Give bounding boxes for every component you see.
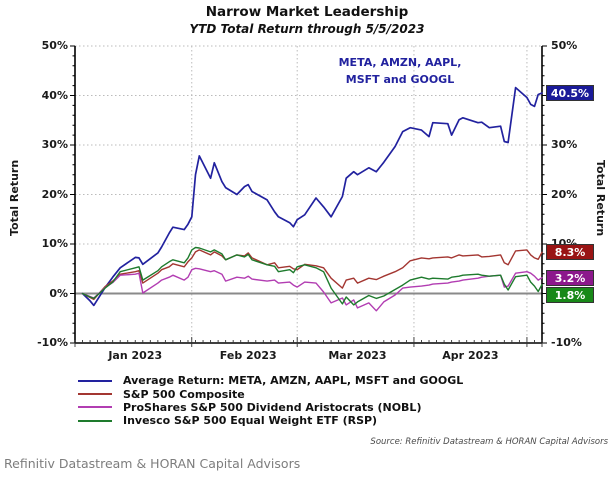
- series-line-2: [81, 267, 543, 312]
- annotation-line-1: META, AMZN, AAPL,: [338, 56, 462, 69]
- x-tick-label: Apr 2023: [442, 349, 499, 362]
- chart-subtitle: YTD Total Return through 5/5/2023: [189, 22, 425, 36]
- y-tick-label-left: 30%: [41, 138, 68, 151]
- y-tick-label-left: 10%: [41, 237, 68, 250]
- y-tick-label-right: 50%: [551, 39, 578, 52]
- x-tick-label: Jan 2023: [108, 349, 163, 362]
- x-tick-label: Feb 2023: [219, 349, 277, 362]
- y-tick-label-left: 40%: [41, 88, 68, 102]
- y-tick-label-right: -10%: [551, 336, 582, 349]
- x-tick-label: Mar 2023: [328, 349, 387, 362]
- legend-label: Invesco S&P 500 Equal Weight ETF (RSP): [123, 414, 378, 428]
- legend-item-2: ProShares S&P 500 Dividend Aristocrats (…: [78, 401, 463, 414]
- legend: Average Return: META, AMZN, AAPL, MSFT a…: [78, 374, 463, 428]
- series-line-3: [81, 246, 543, 306]
- legend-item-3: Invesco S&P 500 Equal Weight ETF (RSP): [78, 414, 463, 427]
- right-axis-title: Total Return: [594, 159, 607, 237]
- end-value-box-1: 8.3%: [546, 244, 594, 261]
- source-note: Source: Refinitiv Datastream & HORAN Cap…: [370, 437, 608, 447]
- series-line-0: [81, 86, 543, 307]
- y-tick-label-right: 30%: [551, 138, 578, 151]
- y-tick-label-left: 50%: [41, 39, 68, 52]
- legend-swatch-icon: [78, 393, 112, 396]
- end-value-box-3: 1.8%: [546, 287, 594, 304]
- legend-label: ProShares S&P 500 Dividend Aristocrats (…: [123, 400, 422, 414]
- plot-area: [70, 45, 547, 347]
- legend-swatch-icon: [78, 406, 112, 409]
- left-axis-title: Total Return: [8, 159, 21, 237]
- legend-label: Average Return: META, AMZN, AAPL, MSFT a…: [123, 374, 464, 388]
- y-axis-ticks: [70, 45, 547, 344]
- legend-swatch-icon: [78, 419, 112, 422]
- end-value-box-2: 3.2%: [546, 269, 594, 286]
- x-axis-ticks: [74, 337, 543, 347]
- legend-label: S&P 500 Composite: [123, 387, 245, 401]
- annotation-line-2: MSFT and GOOGL: [345, 73, 455, 86]
- legend-item-0: Average Return: META, AMZN, AAPL, MSFT a…: [78, 374, 463, 387]
- chart-annotation: META, AMZN, AAPL, MSFT and GOOGL: [305, 54, 495, 88]
- legend-item-1: S&P 500 Composite: [78, 387, 463, 401]
- y-tick-label-left: 0%: [49, 286, 68, 300]
- y-tick-label-left: 20%: [41, 187, 68, 201]
- chart-title: Narrow Market Leadership: [205, 4, 409, 20]
- y-tick-label-right: 20%: [551, 187, 578, 201]
- footer-caption: Refinitiv Datastream & HORAN Capital Adv…: [4, 456, 301, 471]
- legend-swatch-icon: [78, 379, 112, 382]
- y-tick-label-left: -10%: [37, 336, 68, 349]
- end-value-box-0: 40.5%: [546, 85, 594, 102]
